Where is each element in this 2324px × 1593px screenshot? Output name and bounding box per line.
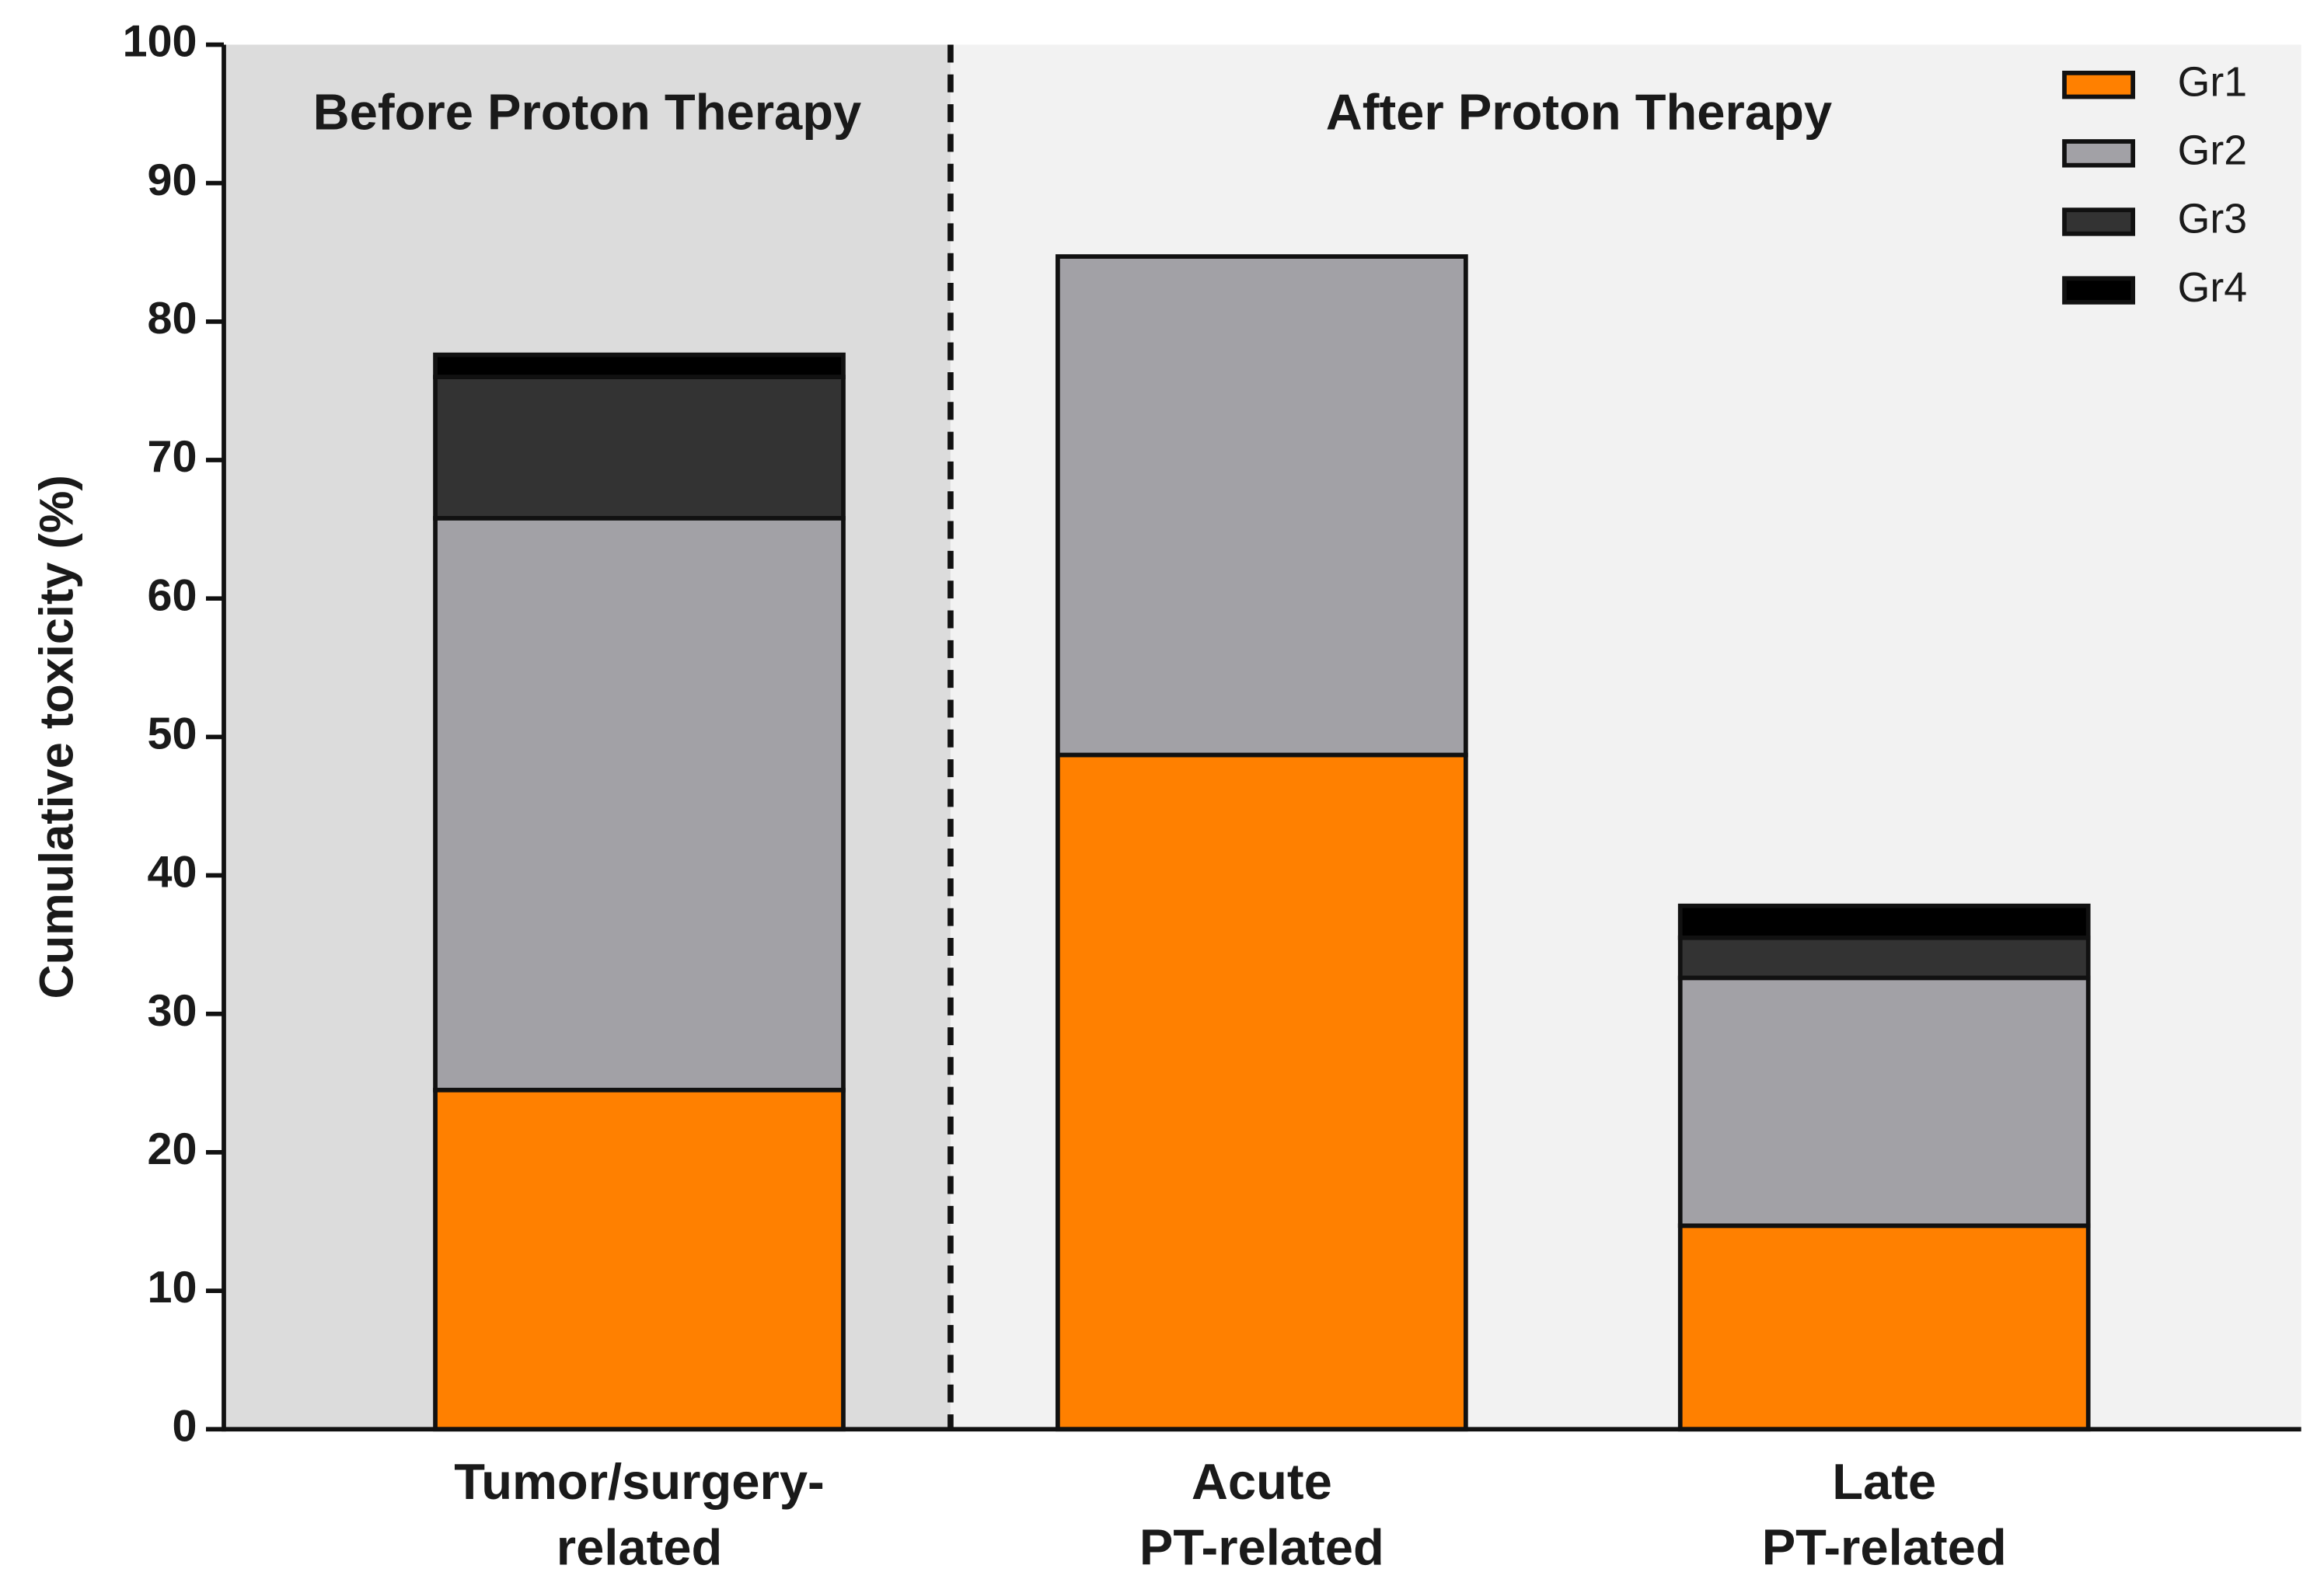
y-tick-label: 70 — [148, 432, 197, 482]
x-tick-label: Tumor/surgery- — [454, 1453, 824, 1510]
bar-segment — [1056, 254, 1468, 758]
y-tick-label: 80 — [148, 294, 197, 343]
bar-segment — [433, 375, 846, 521]
x-tick-label: PT-related — [1139, 1519, 1384, 1576]
legend-label: Gr1 — [2178, 58, 2247, 105]
y-tick-label: 40 — [148, 848, 197, 898]
legend-label: Gr4 — [2178, 264, 2247, 311]
bar-segment — [1677, 903, 2091, 940]
region-label: Before Proton Therapy — [313, 84, 862, 141]
bar-segment — [1677, 975, 2091, 1229]
bar-segment — [433, 352, 846, 379]
y-tick-label: 100 — [123, 17, 197, 67]
bar-segment — [1056, 752, 1468, 1432]
legend-swatch — [2062, 276, 2136, 305]
bar-segment — [1677, 1223, 2091, 1432]
bar-segment — [433, 515, 846, 1093]
legend-swatch — [2062, 207, 2136, 236]
legend-swatch — [2062, 71, 2136, 99]
y-tick-label: 20 — [148, 1124, 197, 1174]
y-axis-label: Cumulative toxicity (%) — [30, 475, 82, 999]
x-tick-label: related — [557, 1519, 723, 1576]
y-tick-label: 60 — [148, 570, 197, 620]
x-tick-label: PT-related — [1762, 1519, 2007, 1576]
y-tick-label: 10 — [148, 1263, 197, 1312]
legend-swatch — [2062, 139, 2136, 168]
x-tick-label: Acute — [1192, 1453, 1332, 1510]
y-tick-label: 50 — [148, 709, 197, 759]
legend-label: Gr2 — [2178, 127, 2247, 174]
y-tick-label: 0 — [173, 1401, 197, 1451]
x-tick-label: Late — [1832, 1453, 1936, 1510]
bar-segment — [433, 1087, 846, 1432]
y-tick-label: 30 — [148, 986, 197, 1036]
bar-segment — [1677, 935, 2091, 981]
region-label: After Proton Therapy — [1326, 84, 1832, 141]
legend-label: Gr3 — [2178, 196, 2247, 242]
y-tick-label: 90 — [148, 155, 197, 205]
